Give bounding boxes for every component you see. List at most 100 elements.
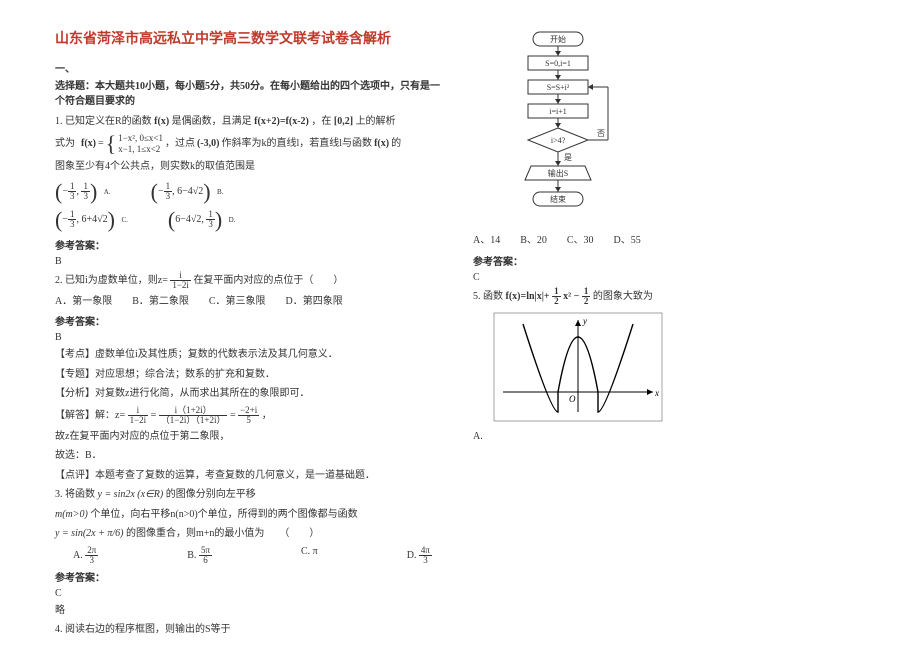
flowchart-svg: 开始 S=0,i=1 S=S+i² i=i+1 i>4? 否 是 (493, 30, 623, 225)
flow-yes: 是 (564, 153, 572, 162)
q4-opts: A、14 B、20 C、30 D、55 (473, 233, 865, 249)
q2-n5: 故z在复平面内对应的点位于第二象限， (55, 429, 447, 445)
q2-n2: 【专题】对应思想；综合法；数系的扩充和复数． (55, 367, 447, 383)
q3-l3b: 的图像重合，则m+n的最小值为 （ ） (126, 528, 319, 539)
q1-interval: [0,2] (334, 116, 353, 127)
q1-opts-row1: (−13, 13) A. (−13, 6−4√2) B. (55, 181, 447, 203)
q3-opts: A. 2π3 B. 5π6 C. π D. 4π3 (73, 546, 447, 565)
q1-optC: (−13, 6+4√2) C. (55, 209, 128, 231)
brace-l: { (106, 133, 117, 155)
q1-ans: B (55, 256, 447, 267)
q2-n4b: ， (262, 409, 272, 420)
q2-c1: i1−2i (128, 406, 149, 425)
q4-ans-label: 参考答案： (473, 253, 865, 268)
q3-a: 3. 将函数 (55, 489, 95, 500)
q1-fx2: f(x) (81, 136, 96, 152)
q2-n7: 【点评】本题考查了复数的运算，考查复数的几何意义，是一道基础题． (55, 468, 447, 484)
q3-optD: D. 4π3 (407, 546, 432, 565)
q3-b: 的图像分别向左平移 (166, 489, 256, 500)
q5-func-b: x² − (563, 290, 579, 301)
q4-flowchart: 开始 S=0,i=1 S=S+i² i=i+1 i>4? 否 是 (493, 30, 865, 225)
q2-a: 2. 已知i为虚数单位，则z= (55, 274, 168, 285)
q3-optC: C. π (301, 546, 318, 565)
q2-n3: 【分析】对复数z进行化简，从而求出其所在的象限即可． (55, 386, 447, 402)
q1-l2a: 式为 (55, 136, 75, 152)
flow-b1: S=0,i=1 (545, 59, 571, 68)
q2-c2: i（1+2i）（1−2i）（1+2i） (159, 406, 228, 425)
q3-l2b: 个单位，向右平移n(n>0)个单位，所得到的两个图像都与函数 (90, 509, 357, 520)
q1-piecewise: 1−x², 0≤x<1 x−1, 1≤x<2 (118, 133, 163, 155)
q1-ans-label: 参考答案： (55, 237, 447, 252)
q5-func-a: f(x)=ln|x|+ (506, 290, 550, 301)
q3-stem: 3. 将函数 y = sin2x (x∈R) 的图像分别向左平移 (55, 487, 447, 503)
q5-graph: x y O (493, 312, 865, 425)
q1-fx3: f(x) (374, 136, 389, 152)
q5-stem: 5. 函数 f(x)=ln|x|+ 12 x² − 12 的图象大致为 (473, 287, 865, 306)
q1-feq: f(x+2)=f(x-2) (254, 116, 309, 127)
q2-ans: B (55, 332, 447, 343)
q3-ans-label: 参考答案： (55, 569, 447, 584)
flow-b2: S=S+i² (547, 83, 570, 92)
q2-n1: 【考点】虚数单位i及其性质；复数的代数表示法及其几何意义． (55, 347, 447, 363)
q1-eq: = (98, 136, 104, 152)
q3-func: y = sin2x (x∈R) (98, 489, 164, 500)
q2-c3: −2+i5 (238, 406, 259, 425)
q2-ans-label: 参考答案： (55, 313, 447, 328)
q3-skip: 略 (55, 603, 447, 619)
q1-line3: 图象至少有4个公共点，则实数k的取值范围是 (55, 159, 447, 175)
q1-opts-row2: (−13, 6+4√2) C. (6−4√2, 13) D. (55, 209, 447, 231)
graph-x: x (654, 388, 659, 398)
graph-y: y (582, 316, 587, 326)
q1-pt: (-3,0) (197, 136, 220, 152)
q2-stem: 2. 已知i为虚数单位，则z= i1−2i 在复平面内对应的点位于（ ） (55, 271, 447, 290)
q5-b: 的图象大致为 (593, 290, 653, 301)
flow-no: 否 (597, 129, 605, 138)
q3-optA: A. 2π3 (73, 546, 98, 565)
q1-l2d: 的 (391, 136, 401, 152)
q1-optB-l: B. (217, 188, 223, 196)
section-1-text: 选择题：本大题共10小题，每小题5分，共50分。在每小题给出的四个选项中，只有是… (55, 79, 447, 110)
q1-pw-bot: x−1, 1≤x<2 (118, 144, 163, 155)
q1-optD-l: D. (229, 216, 236, 224)
flow-end: 结束 (550, 194, 566, 204)
doc-title: 山东省菏泽市高远私立中学高三数学文联考试卷含解析 (55, 30, 447, 50)
q2-n4: 【解答】解：z= i1−2i = i（1+2i）（1−2i）（1+2i） = −… (55, 406, 447, 425)
q2-n6: 故选：B． (55, 448, 447, 464)
q1-optB: (−13, 6−4√2) B. (151, 181, 224, 203)
q1-line2: 式为 f(x) = { 1−x², 0≤x<1 x−1, 1≤x<2 ，过点 (… (55, 133, 447, 155)
flow-out: 输出S (548, 168, 568, 178)
q5-optA: A. (473, 429, 865, 445)
q3-optB: B. 5π6 (187, 546, 212, 565)
q1-text3: 上的解析 (356, 116, 396, 127)
section-1-label: 一、 (55, 60, 447, 75)
q1-l2c: 作斜率为k的直线l，若直线l与函数 (222, 136, 373, 152)
flow-cond: i>4? (551, 136, 566, 145)
q4-stem: 4. 阅读右边的程序框图，则输出的S等于 (55, 622, 447, 638)
q1-text: 1. 已知定义在R的函数 (55, 116, 152, 127)
q2-frac: i1−2i (170, 271, 191, 290)
q1-pw-top: 1−x², 0≤x<1 (118, 133, 163, 144)
flow-b3: i=i+1 (549, 107, 566, 116)
q3-line2: m(m>0) 个单位，向右平移n(n>0)个单位，所得到的两个图像都与函数 (55, 507, 447, 523)
q2-opts: A．第一象限 B．第二象限 C．第三象限 D．第四象限 (55, 294, 447, 310)
q1-optD: (6−4√2, 13) D. (168, 209, 236, 231)
q1-l2b: ，过点 (165, 136, 195, 152)
q3-ans: C (55, 588, 447, 599)
q2-b: 在复平面内对应的点位于（ ） (193, 274, 343, 285)
q1-in: ，在 (311, 116, 331, 127)
q1-optA: (−13, 13) A. (55, 181, 111, 203)
q2-n4a: 【解答】解：z= (55, 409, 125, 420)
flow-start: 开始 (550, 34, 566, 44)
q1-optA-l: A. (104, 188, 111, 196)
q1-text2: 是偶函数，且满足 (172, 116, 252, 127)
q3-l2a: m(m>0) (55, 509, 88, 520)
q5-a: 5. 函数 (473, 290, 503, 301)
graph-o: O (569, 394, 576, 404)
exam-page: 山东省菏泽市高远私立中学高三数学文联考试卷含解析 一、 选择题：本大题共10小题… (0, 0, 920, 651)
q1-line1: 1. 已知定义在R的函数 f(x) 是偶函数，且满足 f(x+2)=f(x-2)… (55, 114, 447, 130)
q1-optC-l: C. (121, 216, 127, 224)
graph-svg: x y O (493, 312, 663, 422)
q3-l3a: y = sin(2x + π/6) (55, 528, 124, 539)
q1-fx: f(x) (154, 116, 169, 127)
q4-ans: C (473, 272, 865, 283)
